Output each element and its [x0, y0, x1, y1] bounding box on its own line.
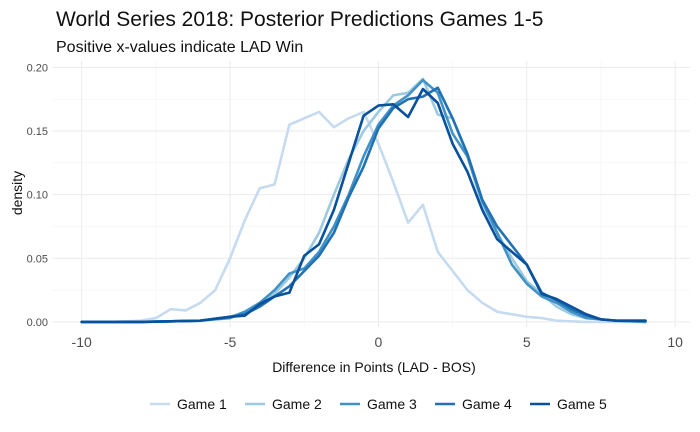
- y-axis-ticks: 0.00 0.05 0.10 0.15 0.20: [27, 62, 48, 329]
- y-tick-label: 0.10: [27, 190, 48, 202]
- legend-label-game-4: Game 4: [462, 396, 512, 412]
- series-line-game-1: [80, 110, 647, 324]
- x-tick-label: 0: [375, 334, 383, 350]
- chart-title: World Series 2018: Posterior Predictions…: [56, 8, 544, 31]
- y-axis-title: density: [9, 171, 25, 215]
- legend-label-game-1: Game 1: [177, 396, 227, 412]
- series-line-game-4: [80, 86, 647, 324]
- y-tick-label: 0.15: [27, 126, 48, 138]
- x-tick-label: 10: [667, 334, 683, 350]
- x-axis-ticks: -10 -5 0 5 10: [72, 334, 684, 350]
- y-tick-label: 0.20: [27, 62, 48, 74]
- series-lines: [80, 77, 647, 324]
- legend-label-game-5: Game 5: [557, 396, 607, 412]
- x-axis-title: Difference in Points (LAD - BOS): [272, 359, 476, 375]
- y-tick-label: 0.05: [27, 253, 48, 265]
- chart-subtitle: Positive x-values indicate LAD Win: [56, 39, 303, 56]
- series-line-game-5: [80, 87, 647, 324]
- grid: [52, 61, 690, 327]
- legend-label-game-2: Game 2: [272, 396, 322, 412]
- legend-label-game-3: Game 3: [367, 396, 417, 412]
- y-tick-label: 0.00: [27, 317, 48, 329]
- legend: Game 1 Game 2 Game 3 Game 4 Game 5: [150, 396, 607, 412]
- series-line-game-3: [80, 78, 647, 324]
- x-tick-label: -5: [224, 334, 237, 350]
- x-tick-label: 5: [523, 334, 531, 350]
- x-tick-label: -10: [72, 334, 92, 350]
